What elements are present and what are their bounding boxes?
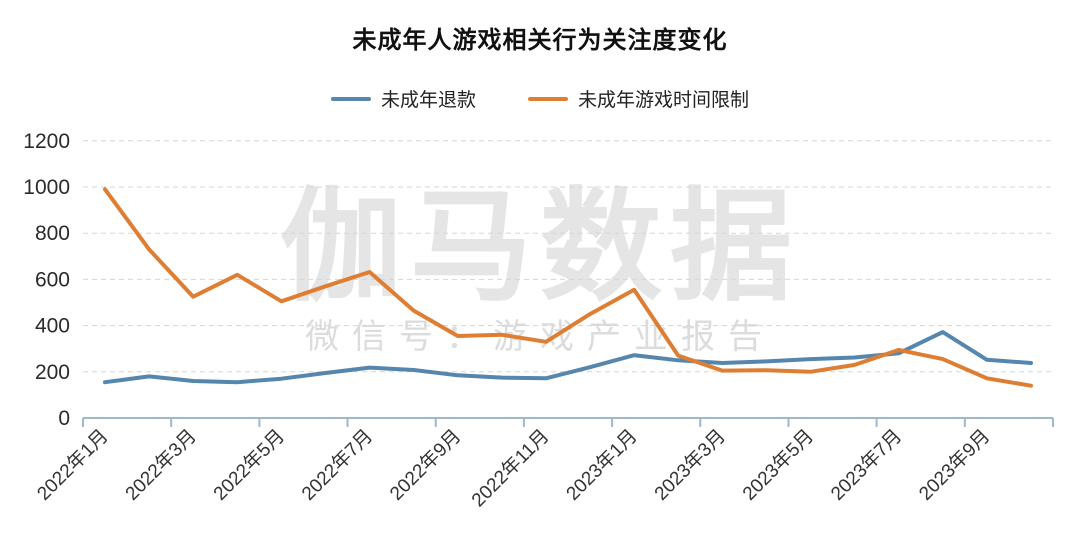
legend-label-refund: 未成年退款 [380,90,476,111]
x-tick-label: 2022年5月 [209,425,289,505]
series-line-refund [103,330,1033,385]
time-limit-line-swatch-icon [528,96,568,101]
y-tick-label: 400 [35,315,70,338]
x-tick-label: 2022年9月 [386,425,466,505]
legend-item-time-limit: 未成年游戏时间限制 [528,85,749,112]
x-tick-label: 2023年7月 [826,425,906,505]
y-tick-label: 1000 [23,176,70,199]
refund-line-swatch-icon [330,96,371,101]
y-tick-label: 0 [58,407,70,430]
y-tick-label: 1200 [23,130,70,153]
y-tick-label: 600 [35,268,70,291]
x-tick-label: 2023年1月 [562,425,642,505]
x-axis [82,417,1054,427]
chart-legend: 未成年退款 未成年游戏时间限制 [0,85,1080,112]
x-tick-label: 2023年9月 [915,425,995,505]
legend-label-time-limit: 未成年游戏时间限制 [578,90,750,111]
x-tick-label: 2022年7月 [297,425,377,505]
y-axis-labels: 0 200 400 600 800 1000 1200 [23,130,70,430]
y-tick-label: 800 [35,222,70,245]
x-tick-label: 2022年11月 [467,425,553,511]
x-tick-label: 2023年3月 [650,425,730,505]
legend-item-refund: 未成年退款 [330,85,476,112]
x-tick-label: 2023年5月 [738,425,818,505]
x-tick-label: 2022年1月 [33,425,113,505]
series-line-time-limit [103,187,1033,388]
chart-title: 未成年人游戏相关行为关注度变化 [352,27,728,54]
x-axis-labels: 2022年1月 2022年3月 2022年5月 2022年7月 2022年9月 2022年… [33,425,995,511]
y-tick-label: 200 [35,361,70,384]
gridlines [83,140,1053,373]
x-tick-label: 2022年3月 [121,425,201,505]
